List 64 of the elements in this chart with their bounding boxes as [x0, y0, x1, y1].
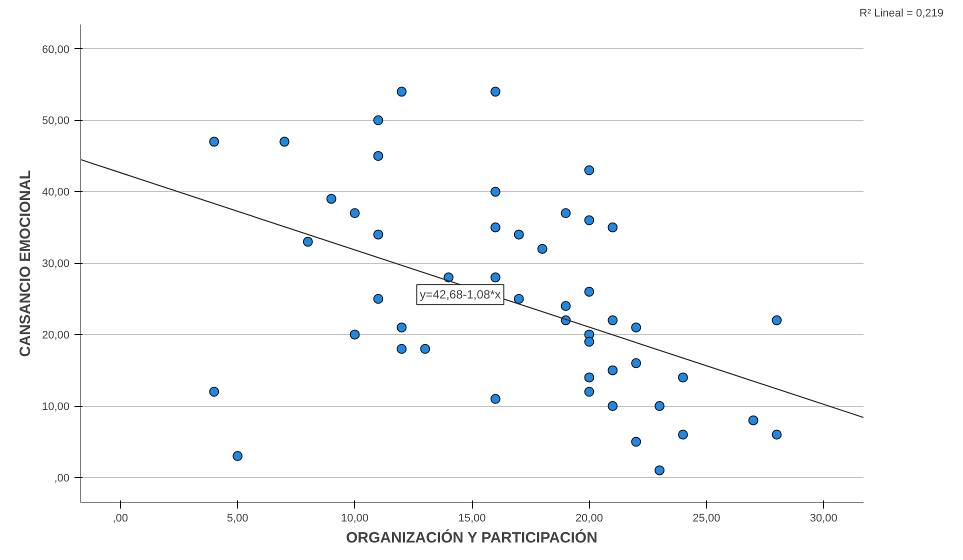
point: [514, 230, 524, 240]
point: [678, 372, 688, 382]
x-tick-label: 10,00: [341, 512, 369, 524]
point: [373, 150, 384, 161]
point: [232, 451, 243, 462]
point: [608, 315, 618, 326]
y-tick-label: 60,00: [42, 44, 70, 56]
point: [350, 330, 360, 340]
point: [373, 115, 384, 126]
x-axis-title: ORGANIZACIÓN Y PARTICIPACIÓN: [346, 528, 598, 546]
point: [514, 294, 524, 304]
point: [326, 194, 336, 204]
y-tick-label: ,00: [54, 472, 70, 484]
point: [302, 236, 313, 247]
point: [396, 344, 407, 354]
point: [678, 430, 688, 440]
point: [279, 136, 290, 147]
x-tick-label: 20,00: [575, 512, 603, 524]
point: [490, 394, 500, 404]
point: [537, 244, 548, 254]
point: [396, 86, 407, 97]
point: [772, 430, 782, 440]
point: [631, 322, 642, 332]
point: [608, 222, 618, 232]
point: [420, 344, 430, 354]
y-axis-title: CANSANCIO EMOCIONAL: [16, 170, 34, 357]
point: [584, 386, 594, 397]
point: [584, 286, 594, 297]
point: [748, 415, 758, 426]
y-tick-label: 10,00: [42, 401, 70, 414]
point: [654, 465, 665, 476]
point: [209, 386, 220, 397]
point: [490, 86, 500, 97]
y-tick-label: 40,00: [42, 186, 70, 199]
x-tick-label: 5,00: [226, 512, 248, 524]
point: [560, 301, 571, 312]
point: [490, 222, 500, 232]
point: [772, 315, 782, 326]
point: [584, 165, 594, 176]
point: [560, 208, 571, 218]
y-tick-label: 20,00: [42, 330, 70, 342]
point: [209, 136, 220, 147]
y-tick-label: 30,00: [42, 258, 70, 270]
point: [631, 436, 642, 447]
point: [373, 294, 384, 304]
x-tick-label: 25,00: [692, 512, 720, 524]
point: [396, 322, 407, 332]
point: [654, 401, 665, 412]
point: [608, 365, 618, 376]
point: [608, 401, 618, 412]
x-tick-label: 15,00: [458, 512, 486, 524]
point: [631, 358, 642, 368]
point: [584, 215, 594, 226]
y-tick-label: 50,00: [42, 115, 70, 128]
x-tick-label: ,00: [112, 512, 128, 524]
annotation: y=42,68-1,08*x: [420, 288, 501, 302]
point: [373, 230, 384, 240]
point: [584, 372, 594, 382]
text: R² Lineal = 0,219: [859, 8, 944, 20]
x-tick-label: 30,00: [810, 512, 838, 524]
point: [584, 336, 594, 347]
point: [490, 272, 500, 282]
point: [350, 208, 360, 218]
point: [490, 186, 500, 197]
